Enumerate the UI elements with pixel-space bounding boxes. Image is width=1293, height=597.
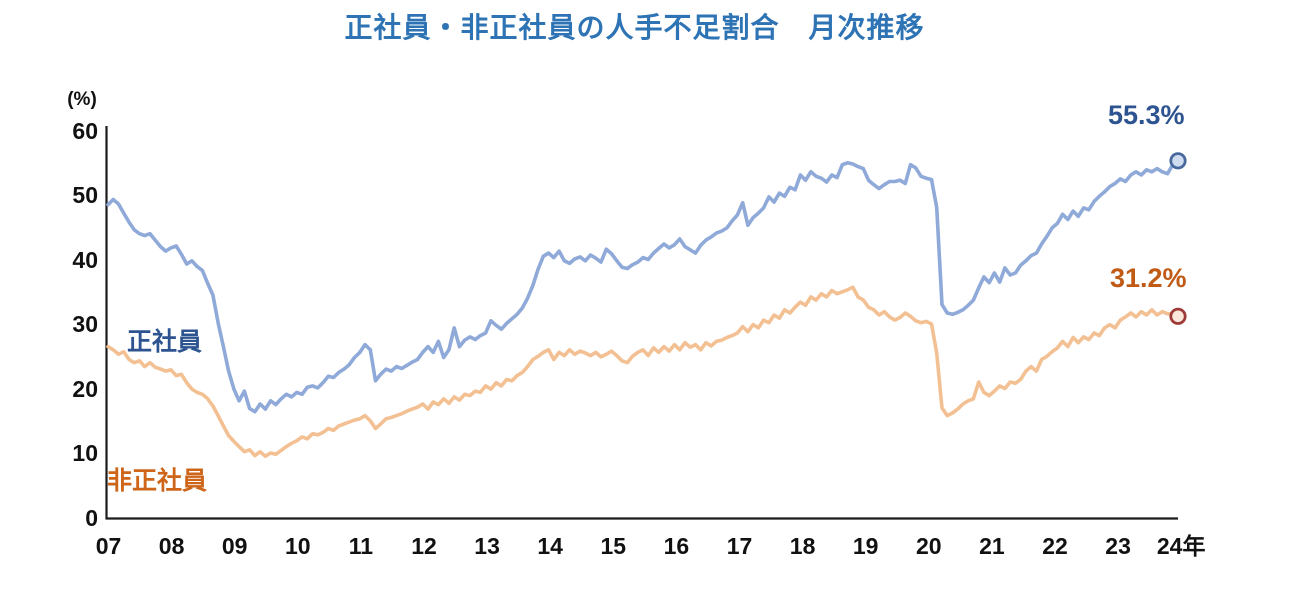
x-tick-label: 24年: [1156, 533, 1206, 559]
x-tick-label: 23: [1105, 533, 1131, 559]
x-tick-label: 21: [979, 533, 1005, 559]
y-axis-unit-label: (%): [67, 89, 97, 110]
x-tick-label: 17: [726, 533, 753, 559]
y-tick-label: 40: [72, 246, 98, 273]
x-tick-label: 08: [158, 533, 185, 559]
chart-title: 正社員・非正社員の人手不足割合 月次推移: [344, 12, 925, 43]
x-tick-label: 11: [348, 533, 374, 559]
x-tick-label: 19: [852, 533, 879, 559]
hiseishain-series-label: 非正社員: [107, 467, 208, 495]
seishain-series-label: 正社員: [127, 328, 203, 356]
y-tick-label: 20: [72, 375, 98, 402]
x-tick-label: 22: [1042, 533, 1068, 559]
series-end-marker-1: [1169, 307, 1187, 325]
seishain-end-value-label: 55.3%: [1108, 100, 1185, 130]
x-tick-label: 15: [600, 533, 627, 559]
x-tick-label: 12: [411, 533, 437, 559]
hiseishain-end-value-label: 31.2%: [1110, 263, 1187, 293]
x-tick-label: 14: [537, 533, 563, 559]
x-tick-label: 09: [221, 533, 248, 559]
series-line-0: [106, 159, 1180, 414]
series-end-marker-0: [1169, 152, 1187, 170]
y-tick-label: 60: [72, 117, 98, 144]
x-tick-label: 07: [95, 533, 122, 559]
x-tick-label: 13: [474, 533, 500, 559]
x-tick-label: 18: [789, 533, 816, 559]
x-tick-label: 10: [285, 533, 311, 559]
y-tick-label: 50: [72, 182, 98, 208]
x-tick-label: 16: [663, 533, 690, 559]
series-line-1: [106, 285, 1180, 459]
y-tick-label: 30: [72, 311, 98, 337]
x-tick-label: 20: [916, 533, 942, 559]
y-tick-label: 10: [72, 440, 98, 466]
y-tick-label: 0: [85, 504, 98, 531]
